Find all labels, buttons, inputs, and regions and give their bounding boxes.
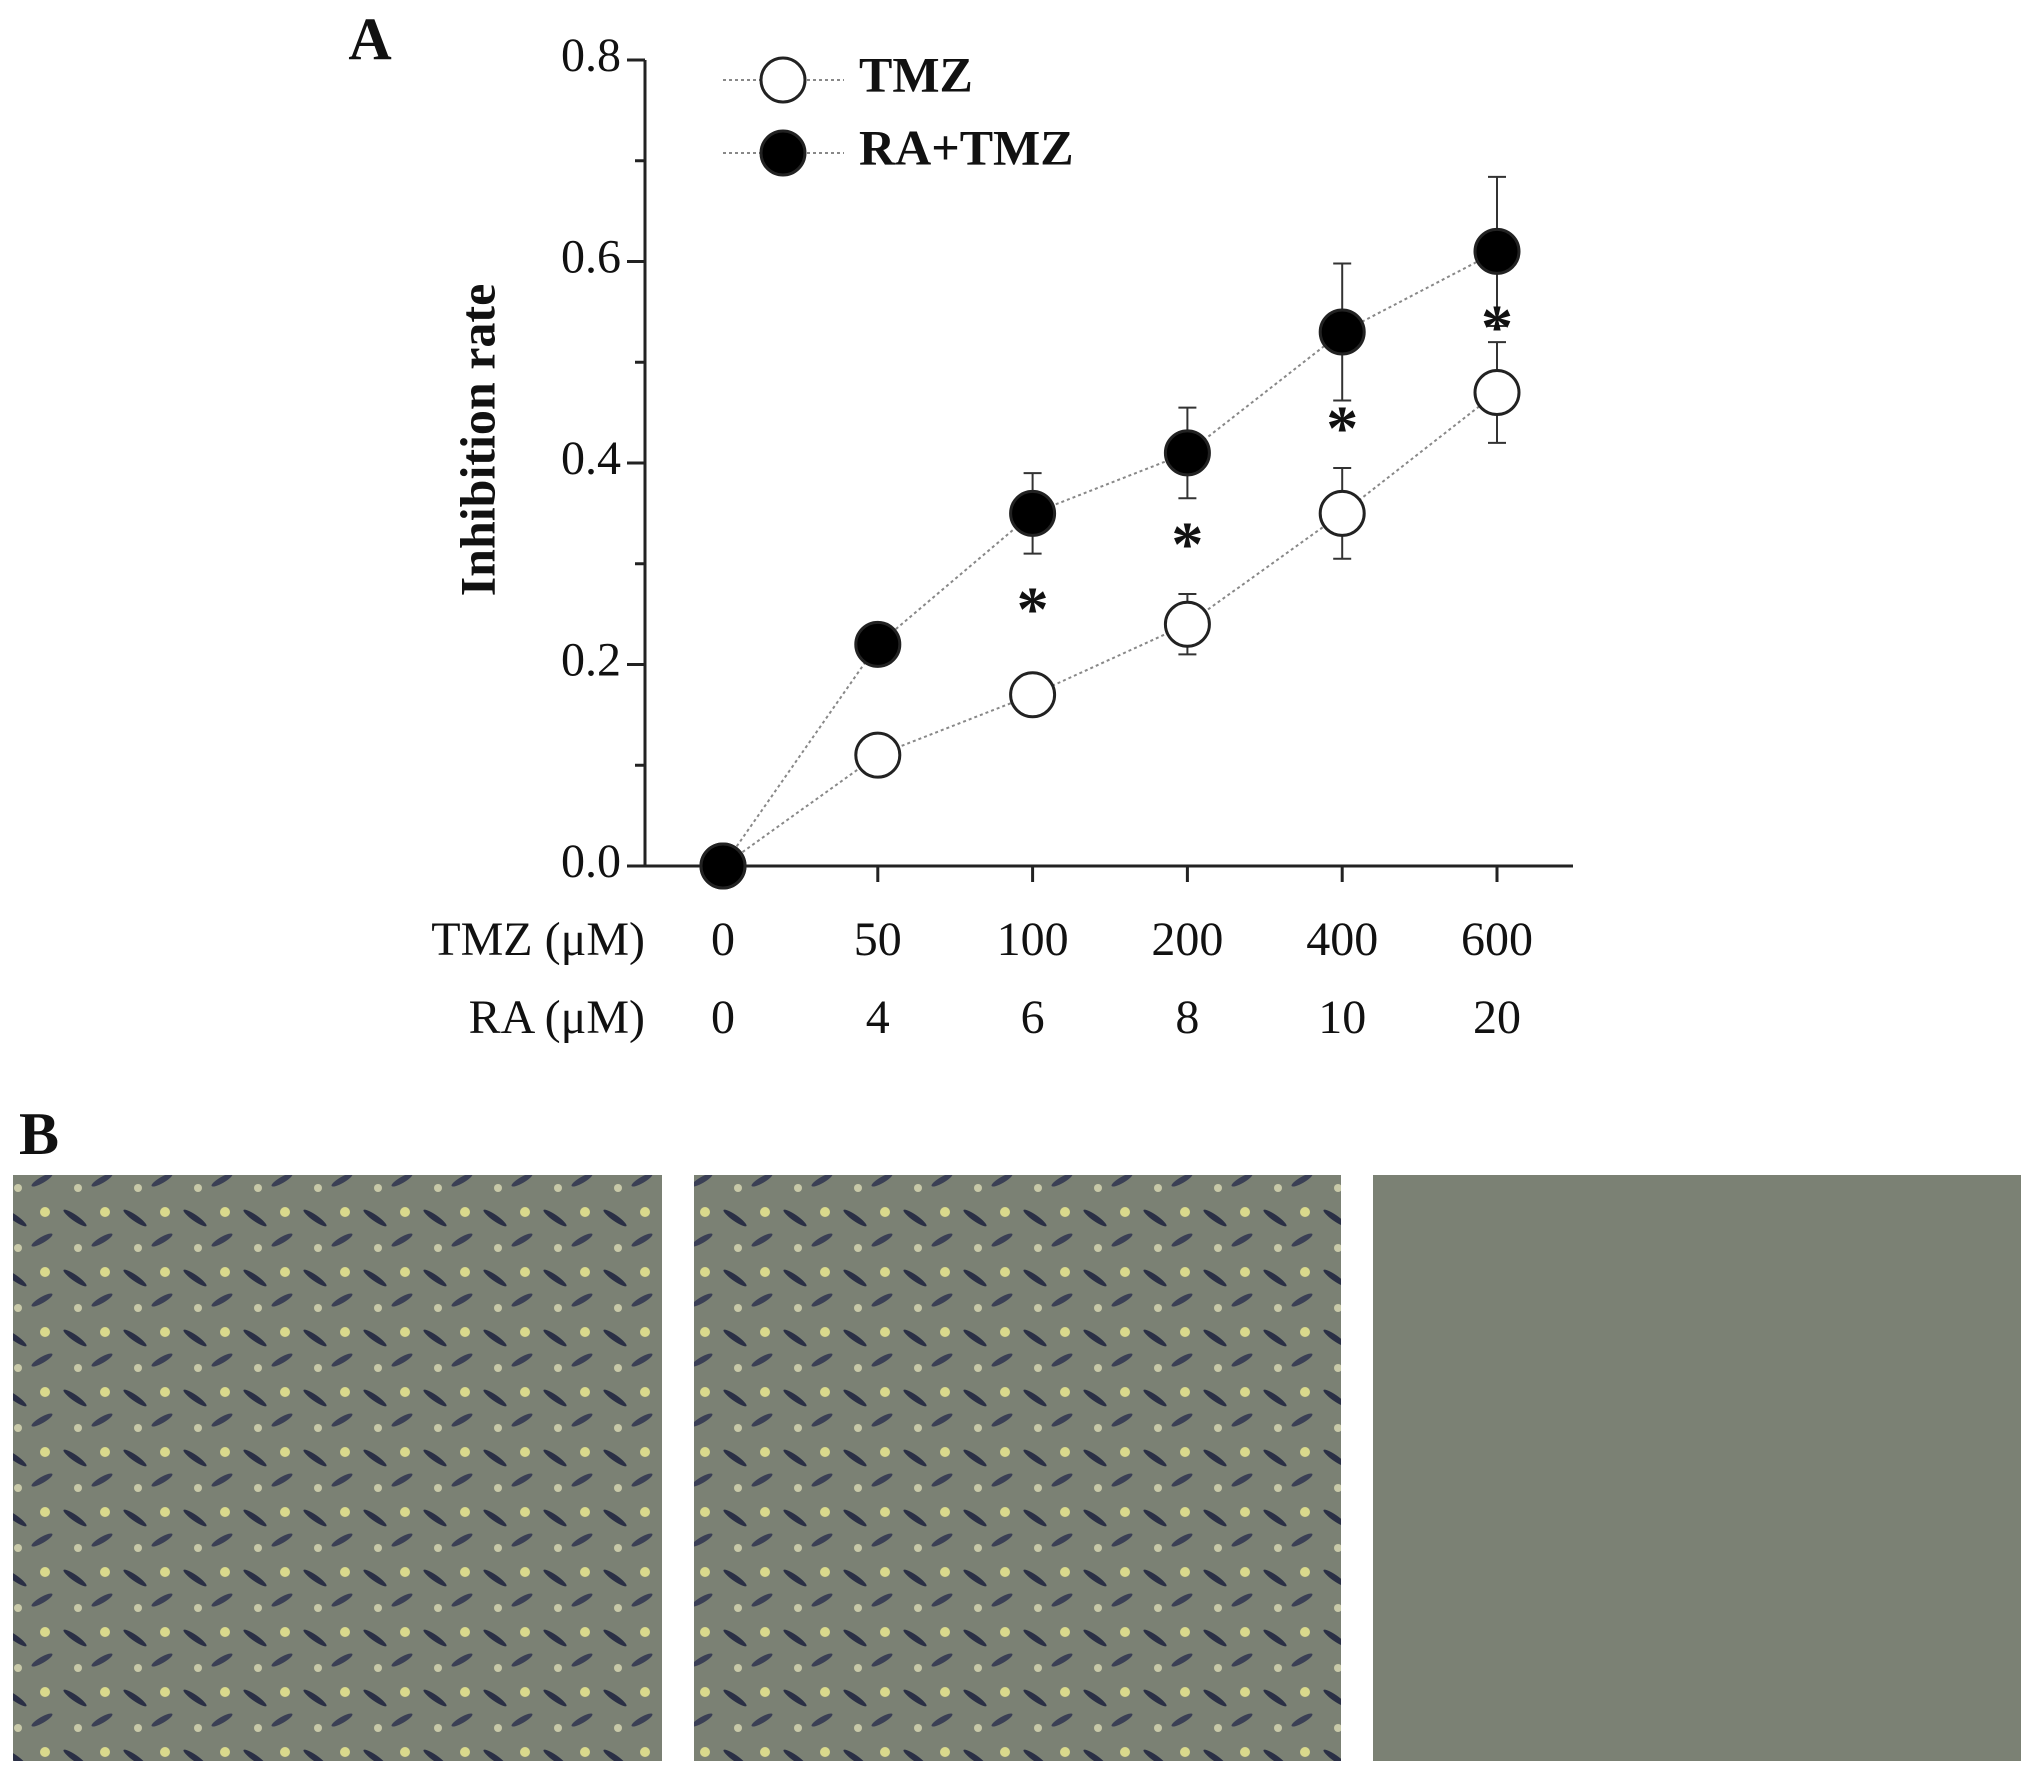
x-tick-label: 20 xyxy=(1473,991,1521,1044)
micrograph xyxy=(1373,1175,2021,1761)
marker xyxy=(1473,227,1521,275)
legend-marker xyxy=(759,129,807,177)
marker xyxy=(1163,429,1211,477)
x-row-label: TMZ (μM) xyxy=(431,913,645,966)
x-tick-label: 8 xyxy=(1175,991,1199,1044)
x-row-label: RA (μM) xyxy=(469,991,645,1044)
marker xyxy=(1009,671,1057,719)
x-tick-label: 0 xyxy=(711,913,735,966)
significance-mark: * xyxy=(1326,392,1358,463)
significance-mark: * xyxy=(1017,574,1049,645)
x-tick-label: 6 xyxy=(1021,991,1045,1044)
x-tick-label: 400 xyxy=(1306,913,1378,966)
significance-mark: * xyxy=(1481,292,1513,363)
marker xyxy=(1318,308,1366,356)
micrograph xyxy=(13,1175,662,1761)
panel-label: B xyxy=(19,1101,59,1167)
y-tick-label: 0.2 xyxy=(561,634,621,687)
marker xyxy=(699,842,747,890)
y-tick-label: 0.6 xyxy=(561,231,621,284)
x-tick-label: 4 xyxy=(866,991,890,1044)
x-tick-label: 10 xyxy=(1318,991,1366,1044)
marker xyxy=(854,620,902,668)
marker xyxy=(854,731,902,779)
series-line xyxy=(722,391,1498,867)
marker xyxy=(1318,489,1366,537)
x-tick-label: 600 xyxy=(1461,913,1533,966)
marker xyxy=(1473,368,1521,416)
legend-label: TMZ xyxy=(859,46,973,102)
significance-mark: * xyxy=(1171,508,1203,579)
y-axis-label: Inhibition rate xyxy=(449,284,505,597)
x-tick-label: 200 xyxy=(1151,913,1223,966)
micrograph xyxy=(694,1175,1341,1761)
legend-label: RA+TMZ xyxy=(859,119,1074,175)
legend-marker xyxy=(759,56,807,104)
panel-label: A xyxy=(348,6,391,72)
x-tick-label: 50 xyxy=(854,913,902,966)
y-tick-label: 0.0 xyxy=(561,835,621,888)
marker xyxy=(1163,600,1211,648)
x-tick-label: 100 xyxy=(997,913,1069,966)
series-line xyxy=(722,250,1498,867)
y-tick-label: 0.8 xyxy=(561,29,621,82)
x-tick-label: 0 xyxy=(711,991,735,1044)
marker xyxy=(1009,489,1057,537)
y-tick-label: 0.4 xyxy=(561,432,621,485)
